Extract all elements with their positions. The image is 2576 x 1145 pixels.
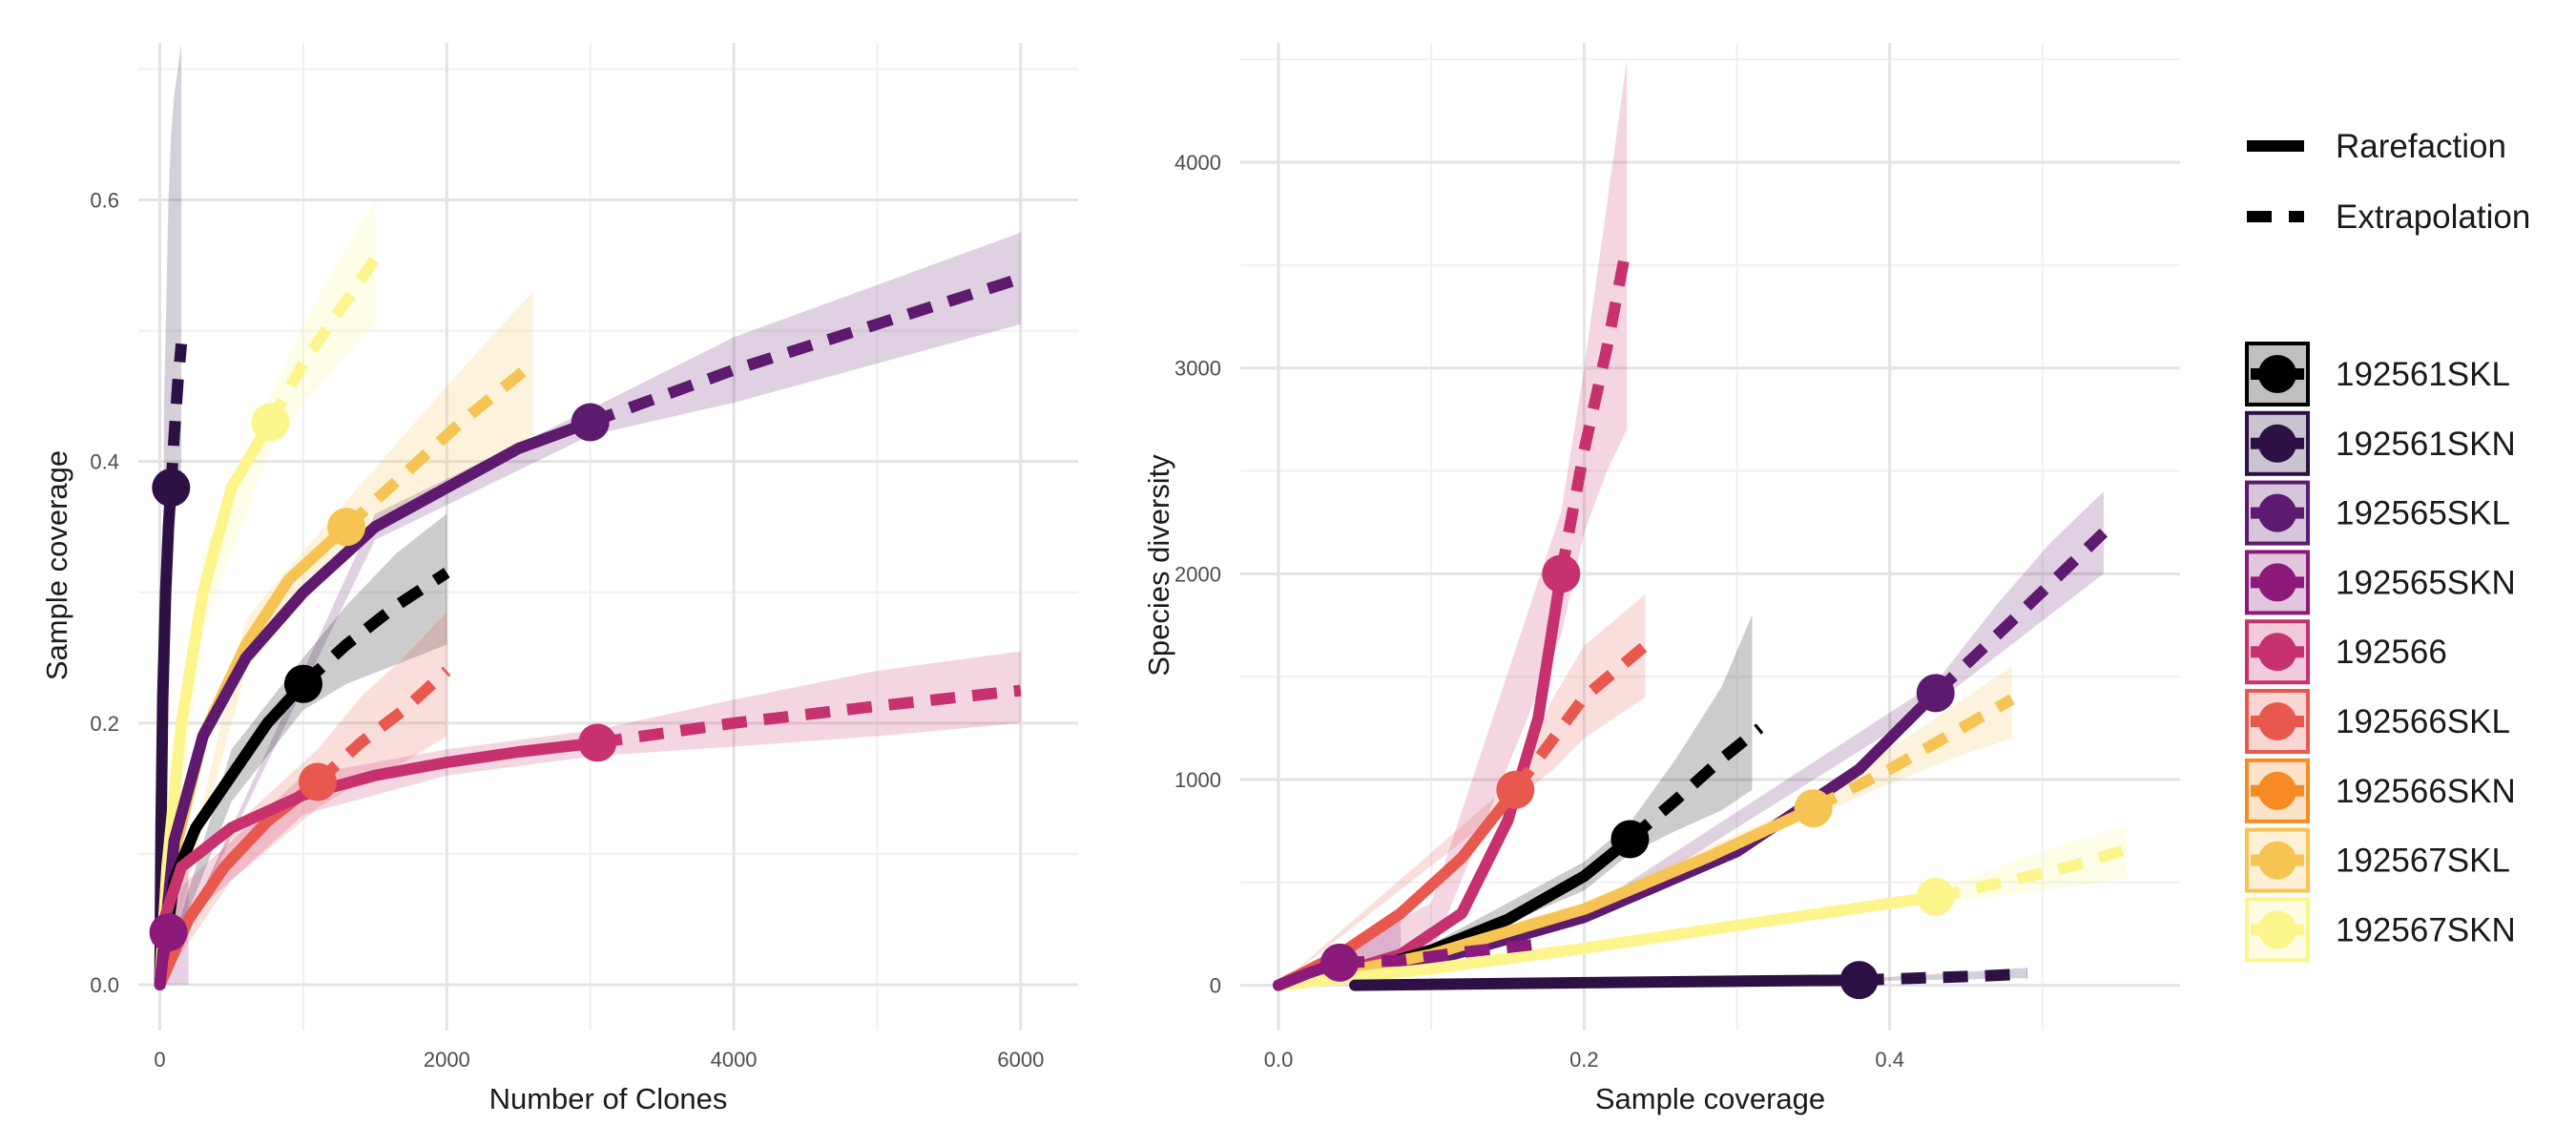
- extrapolation-line-192566skl: [1510, 641, 1650, 794]
- legend-key-point-192561skn: [2258, 424, 2296, 463]
- x-axis-title: Number of Clones: [489, 1082, 728, 1115]
- x-tick-label: 0.0: [1264, 1048, 1294, 1072]
- extrapolation-line-192565skl: [588, 273, 1023, 428]
- legend-extrapolation-label: Extrapolation: [2336, 198, 2530, 236]
- observed-point-192567skl: [1794, 789, 1833, 828]
- x-tick-label: 6000: [997, 1048, 1044, 1072]
- x-axis-title: Sample coverage: [1595, 1082, 1825, 1115]
- legend-key-point-192565skn: [2258, 563, 2296, 602]
- y-tick-label: 0.6: [90, 189, 119, 213]
- observed-point-192561skl: [1610, 820, 1650, 859]
- legend-label-192565skl: 192565SKL: [2336, 495, 2510, 532]
- observed-point-192566skl: [1496, 770, 1535, 809]
- panel-coverage-vs-diversity: 0.0 0.2 0.4 0 1000 2000 3000 4000 Sample coverag…: [1142, 43, 2180, 1115]
- x-tick-label: 2000: [424, 1048, 470, 1072]
- observed-point-192561skn: [152, 468, 191, 508]
- x-tick-label: 0.4: [1875, 1048, 1904, 1072]
- observed-point-192561skn: [1839, 961, 1879, 1000]
- extrapolation-line-192566skl: [313, 666, 451, 786]
- extrapolation-line-192561skn: [1859, 968, 2028, 987]
- rarefaction-line-192561skn: [154, 482, 177, 990]
- y-tick-label: 2000: [1174, 562, 1221, 586]
- y-tick-label: 3000: [1174, 357, 1221, 381]
- legend-label-192566: 192566: [2336, 634, 2447, 671]
- legend-label-192566skl: 192566SKL: [2336, 703, 2510, 740]
- observed-point-192565skn: [149, 913, 188, 952]
- observed-point-192566: [1542, 554, 1581, 593]
- band-192566skl: [1278, 593, 1646, 986]
- observed-point-192565skl: [1916, 674, 1955, 713]
- extrapolation-line-192565skl: [1931, 528, 2109, 697]
- observed-point-192561skl: [283, 664, 322, 703]
- legend-label-192561skl: 192561SKL: [2336, 356, 2510, 393]
- rarefaction-line-192565skl: [154, 416, 596, 990]
- y-tick-label: 0.2: [90, 712, 119, 736]
- extrapolation-line-192567skn: [265, 255, 381, 426]
- panel-clones-vs-coverage: 0 2000 4000 6000 0.0 0.2 0.4 0.6 Number of Clone…: [40, 43, 1078, 1115]
- y-tick-label: 1000: [1174, 768, 1221, 792]
- rarefaction-line-192566: [154, 737, 604, 939]
- rarefaction-line-192567skn: [1273, 890, 1942, 991]
- legend-key-point-192561skl: [2258, 355, 2296, 393]
- y-tick-label: 0.0: [90, 973, 119, 997]
- band-192567skl: [159, 291, 533, 985]
- extrapolation-line-192561skl: [299, 568, 450, 689]
- band-192565skl: [159, 232, 1021, 986]
- legend-key-point-192565skl: [2258, 493, 2296, 532]
- observed-point-192567skn: [251, 403, 290, 442]
- x-tick-label: 4000: [711, 1048, 758, 1072]
- y-axis-title: Sample coverage: [40, 450, 73, 680]
- observed-point-192565skn: [1320, 943, 1360, 982]
- observed-point-192565skl: [571, 403, 610, 442]
- x-tick-label: 0: [154, 1048, 165, 1072]
- legend: Rarefaction Extrapolation 192561SKL 192561S…: [2245, 128, 2530, 963]
- rarefaction-line-192561skn: [1349, 974, 1865, 991]
- legend-key-point-192567skl: [2258, 841, 2296, 880]
- legend-label-192561skn: 192561SKN: [2336, 426, 2516, 463]
- legend-key-point-192567skn: [2258, 910, 2296, 949]
- y-tick-label: 0: [1210, 974, 1221, 998]
- y-tick-label: 4000: [1174, 151, 1221, 175]
- x-tick-label: 0.2: [1569, 1048, 1599, 1072]
- legend-key-point-192566skl: [2258, 702, 2296, 740]
- observed-point-192566skl: [298, 762, 337, 802]
- observed-point-192567skl: [327, 508, 366, 547]
- observed-point-192567skn: [1916, 877, 1955, 916]
- y-axis-title: Species diversity: [1142, 454, 1175, 677]
- legend-label-192567skn: 192567SKN: [2336, 911, 2516, 948]
- extrapolation-line-192567skn: [1934, 843, 2129, 903]
- legend-label-192567skl: 192567SKL: [2336, 843, 2510, 880]
- legend-label-192566skn: 192566SKN: [2336, 773, 2516, 810]
- band-192566: [159, 651, 1021, 946]
- legend-label-192565skn: 192565SKN: [2336, 564, 2516, 601]
- extrapolation-line-192565skn: [1339, 938, 1539, 968]
- rarefaction-line-192567skl: [1273, 802, 1819, 991]
- extrapolation-line-192566: [1555, 243, 1633, 575]
- legend-key-point-192566skn: [2258, 771, 2296, 810]
- extrapolation-line-192567skl: [1810, 694, 2015, 814]
- extrapolation-line-192566: [596, 684, 1022, 749]
- extrapolation-line-192561skl: [1626, 723, 1764, 844]
- y-tick-label: 0.4: [90, 450, 119, 474]
- observed-point-192566: [578, 723, 617, 762]
- legend-rarefaction-label: Rarefaction: [2336, 128, 2506, 165]
- legend-key-point-192566: [2258, 633, 2296, 672]
- band-192561skl: [159, 513, 447, 985]
